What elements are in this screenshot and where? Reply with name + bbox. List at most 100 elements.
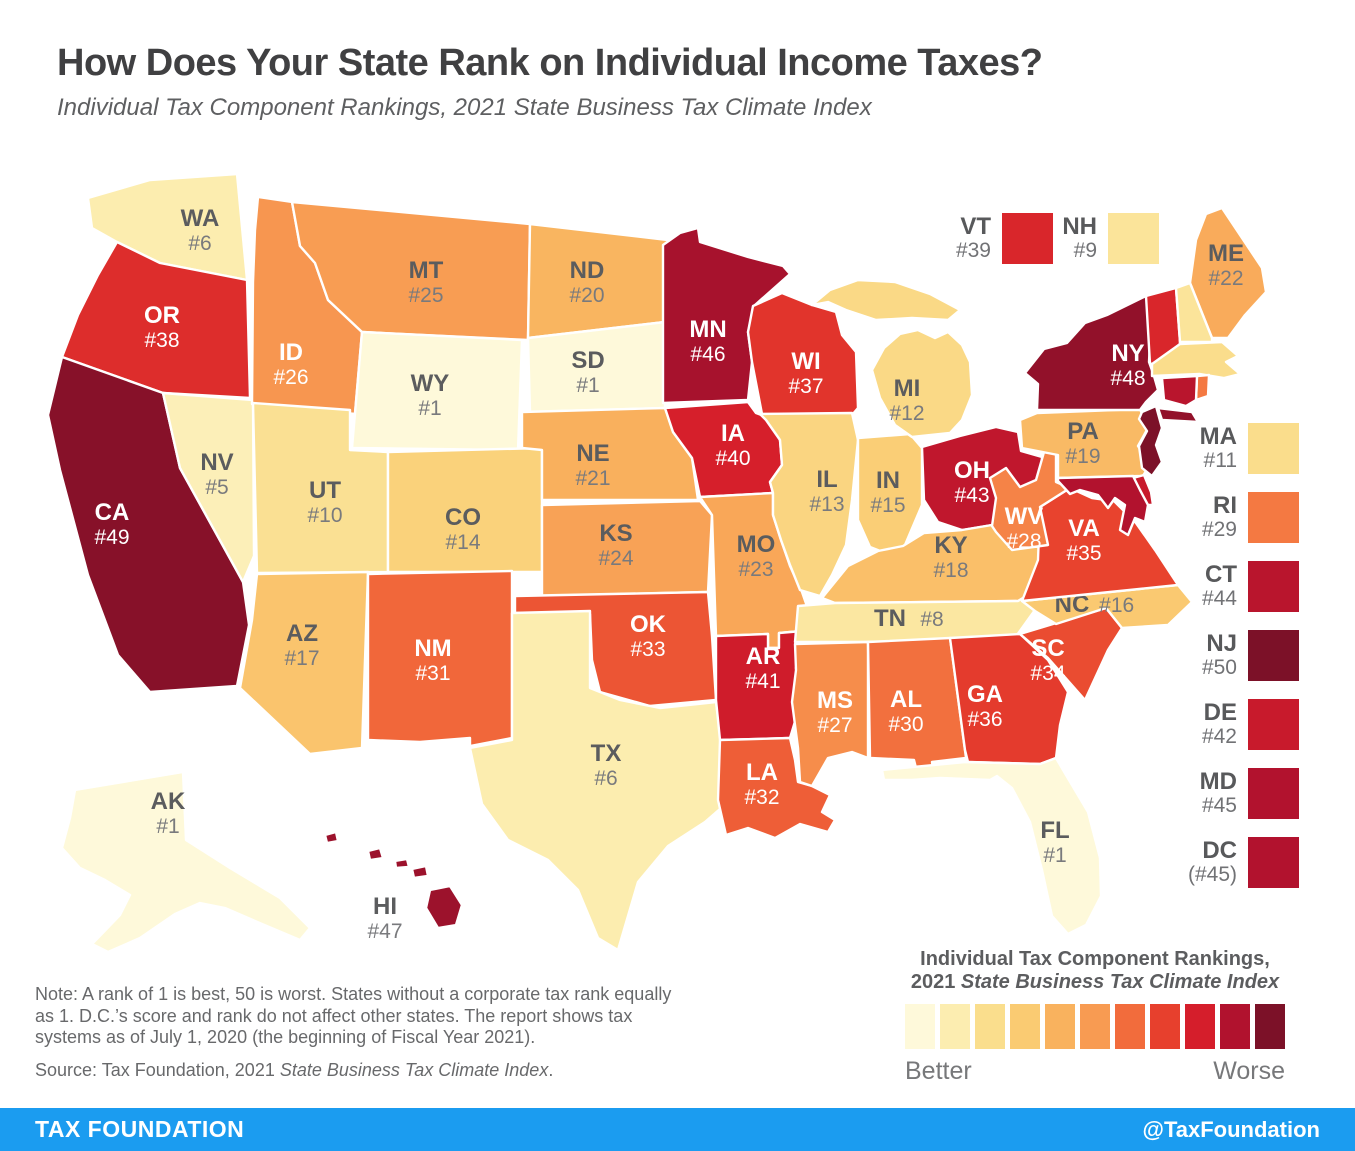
state-shape-NY (1156, 406, 1200, 424)
state-label-UT: UT #10 (307, 477, 342, 527)
state-shape-NV (161, 391, 256, 584)
legend-swatch-3 (975, 1004, 1005, 1049)
state-IL: IL #13 (758, 411, 860, 598)
state-label-WA: WA #6 (181, 205, 220, 255)
state-label-CO: CO #14 (445, 504, 481, 554)
state-shape-LA (716, 736, 837, 840)
state-label-AZ: AZ #17 (284, 620, 319, 670)
legend-worse-label: Worse (1213, 1057, 1285, 1085)
state-NM: NM #31 (366, 569, 514, 748)
side-abbr-MA: MA (1199, 423, 1237, 450)
side-abbr-NJ: NJ (1206, 630, 1237, 657)
side-entry-NJ: NJ #50 (1153, 630, 1299, 681)
state-WA: WA #6 (86, 172, 249, 282)
color-scale-legend: Individual Tax Component Rankings, 2021 … (880, 948, 1310, 1086)
state-MT: MT #25 (290, 200, 532, 342)
side-swatch-DE (1248, 699, 1299, 750)
state-label-HI: HI #47 (367, 893, 402, 943)
side-rank-MD: #45 (1201, 794, 1237, 817)
state-MN: MN #46 (661, 226, 792, 405)
side-abbr-RI: RI (1213, 492, 1237, 519)
state-label-OR: OR #38 (144, 302, 180, 352)
state-shape-HI (366, 846, 385, 862)
side-abbr-DC: DC (1202, 837, 1237, 864)
state-NH (1174, 281, 1214, 344)
side-swatch-MA (1248, 423, 1299, 474)
legend-title-line2: 2021 State Business Tax Climate Index (910, 971, 1280, 993)
state-shape-KS (540, 499, 714, 598)
side-rank-DC: (#45) (1187, 863, 1237, 886)
side-swatch-CT (1248, 561, 1299, 612)
legend-swatch-8 (1150, 1004, 1180, 1049)
legend-swatch-1 (905, 1004, 935, 1049)
state-label-IA: IA #40 (715, 420, 750, 470)
state-label-MO: MO #23 (737, 531, 776, 581)
state-shape-MA (1150, 340, 1242, 380)
side-rank-NJ: #50 (1201, 656, 1237, 679)
side-entry-VT: VT #39 (907, 213, 1053, 264)
state-AL: AL #30 (866, 636, 968, 778)
side-abbr-CT: CT (1205, 561, 1237, 588)
state-shape-HI (424, 884, 464, 930)
side-swatch-DC (1248, 837, 1299, 888)
state-AK: AK #1 (60, 770, 312, 954)
legend-color-ramp (880, 1004, 1310, 1049)
state-label-MI: MI #12 (889, 375, 924, 425)
state-WV: WV #28 (988, 450, 1072, 553)
side-swatch-VT (1002, 213, 1053, 264)
state-shape-NH (1174, 281, 1214, 344)
state-shape-AK (60, 770, 312, 954)
side-label-VT: VT #39 (907, 215, 991, 263)
page-title: How Does Your State Rank on Individual I… (57, 42, 1043, 84)
state-VA: VA #35 (1020, 486, 1180, 603)
state-HI: HI #47 (323, 830, 464, 943)
state-SD: SD #1 (526, 320, 667, 414)
footer-handle: @TaxFoundation (1142, 1116, 1320, 1142)
state-label-OK: OK #33 (630, 611, 667, 661)
side-rank-MA: #11 (1203, 449, 1237, 472)
state-MI: MI #12 (810, 278, 974, 439)
legend-better-label: Better (905, 1057, 972, 1085)
side-swatch-NJ (1248, 630, 1299, 681)
state-shape-NM (366, 569, 514, 748)
side-rank-CT: #44 (1201, 587, 1237, 610)
state-shape-VA (1020, 486, 1180, 603)
state-label-MT: MT #25 (408, 257, 443, 307)
legend-swatch-7 (1115, 1004, 1145, 1049)
side-label-NH: NH #9 (1013, 215, 1097, 263)
header: How Does Your State Rank on Individual I… (57, 42, 1043, 122)
state-FL: FL #1 (880, 756, 1103, 936)
state-shape-NJ (1137, 404, 1164, 478)
state-WI: WI #37 (746, 291, 860, 417)
side-rank-VT: #39 (955, 239, 991, 262)
state-shape-HI (323, 830, 340, 845)
state-label-ND: ND #20 (569, 257, 604, 307)
side-entry-MA: MA #11 (1153, 423, 1299, 474)
state-label-KS: KS #24 (598, 520, 633, 570)
state-label-NV: NV #5 (200, 449, 233, 499)
state-KS: KS #24 (540, 499, 714, 598)
state-shape-WI (746, 291, 860, 417)
state-shape-FL (880, 756, 1103, 936)
state-shape-NC (1020, 583, 1194, 630)
state-label-FL: FL #1 (1040, 817, 1069, 867)
legend-swatch-5 (1045, 1004, 1075, 1049)
state-NY: NY #48 (1023, 294, 1200, 424)
side-entry-DE: DE #42 (1153, 699, 1299, 750)
legend-swatch-2 (940, 1004, 970, 1049)
side-entry-DC: DC (#45) (1153, 837, 1299, 888)
page-subtitle: Individual Tax Component Rankings, 2021 … (57, 94, 872, 121)
side-label-MD: MD #45 (1153, 770, 1237, 818)
state-OK: OK #33 (513, 590, 718, 708)
state-label-CA: CA #49 (94, 499, 129, 549)
state-shape-MS (790, 640, 870, 788)
state-CT (1160, 374, 1199, 408)
state-label-VA: VA #35 (1066, 515, 1101, 565)
state-shape-MD (1056, 474, 1150, 537)
state-MS: MS #27 (790, 640, 870, 788)
note-text: Note: A rank of 1 is best, 50 is worst. … (35, 984, 672, 1047)
state-label-WV: WV #28 (1005, 503, 1044, 553)
state-ME: ME #22 (1188, 206, 1268, 340)
